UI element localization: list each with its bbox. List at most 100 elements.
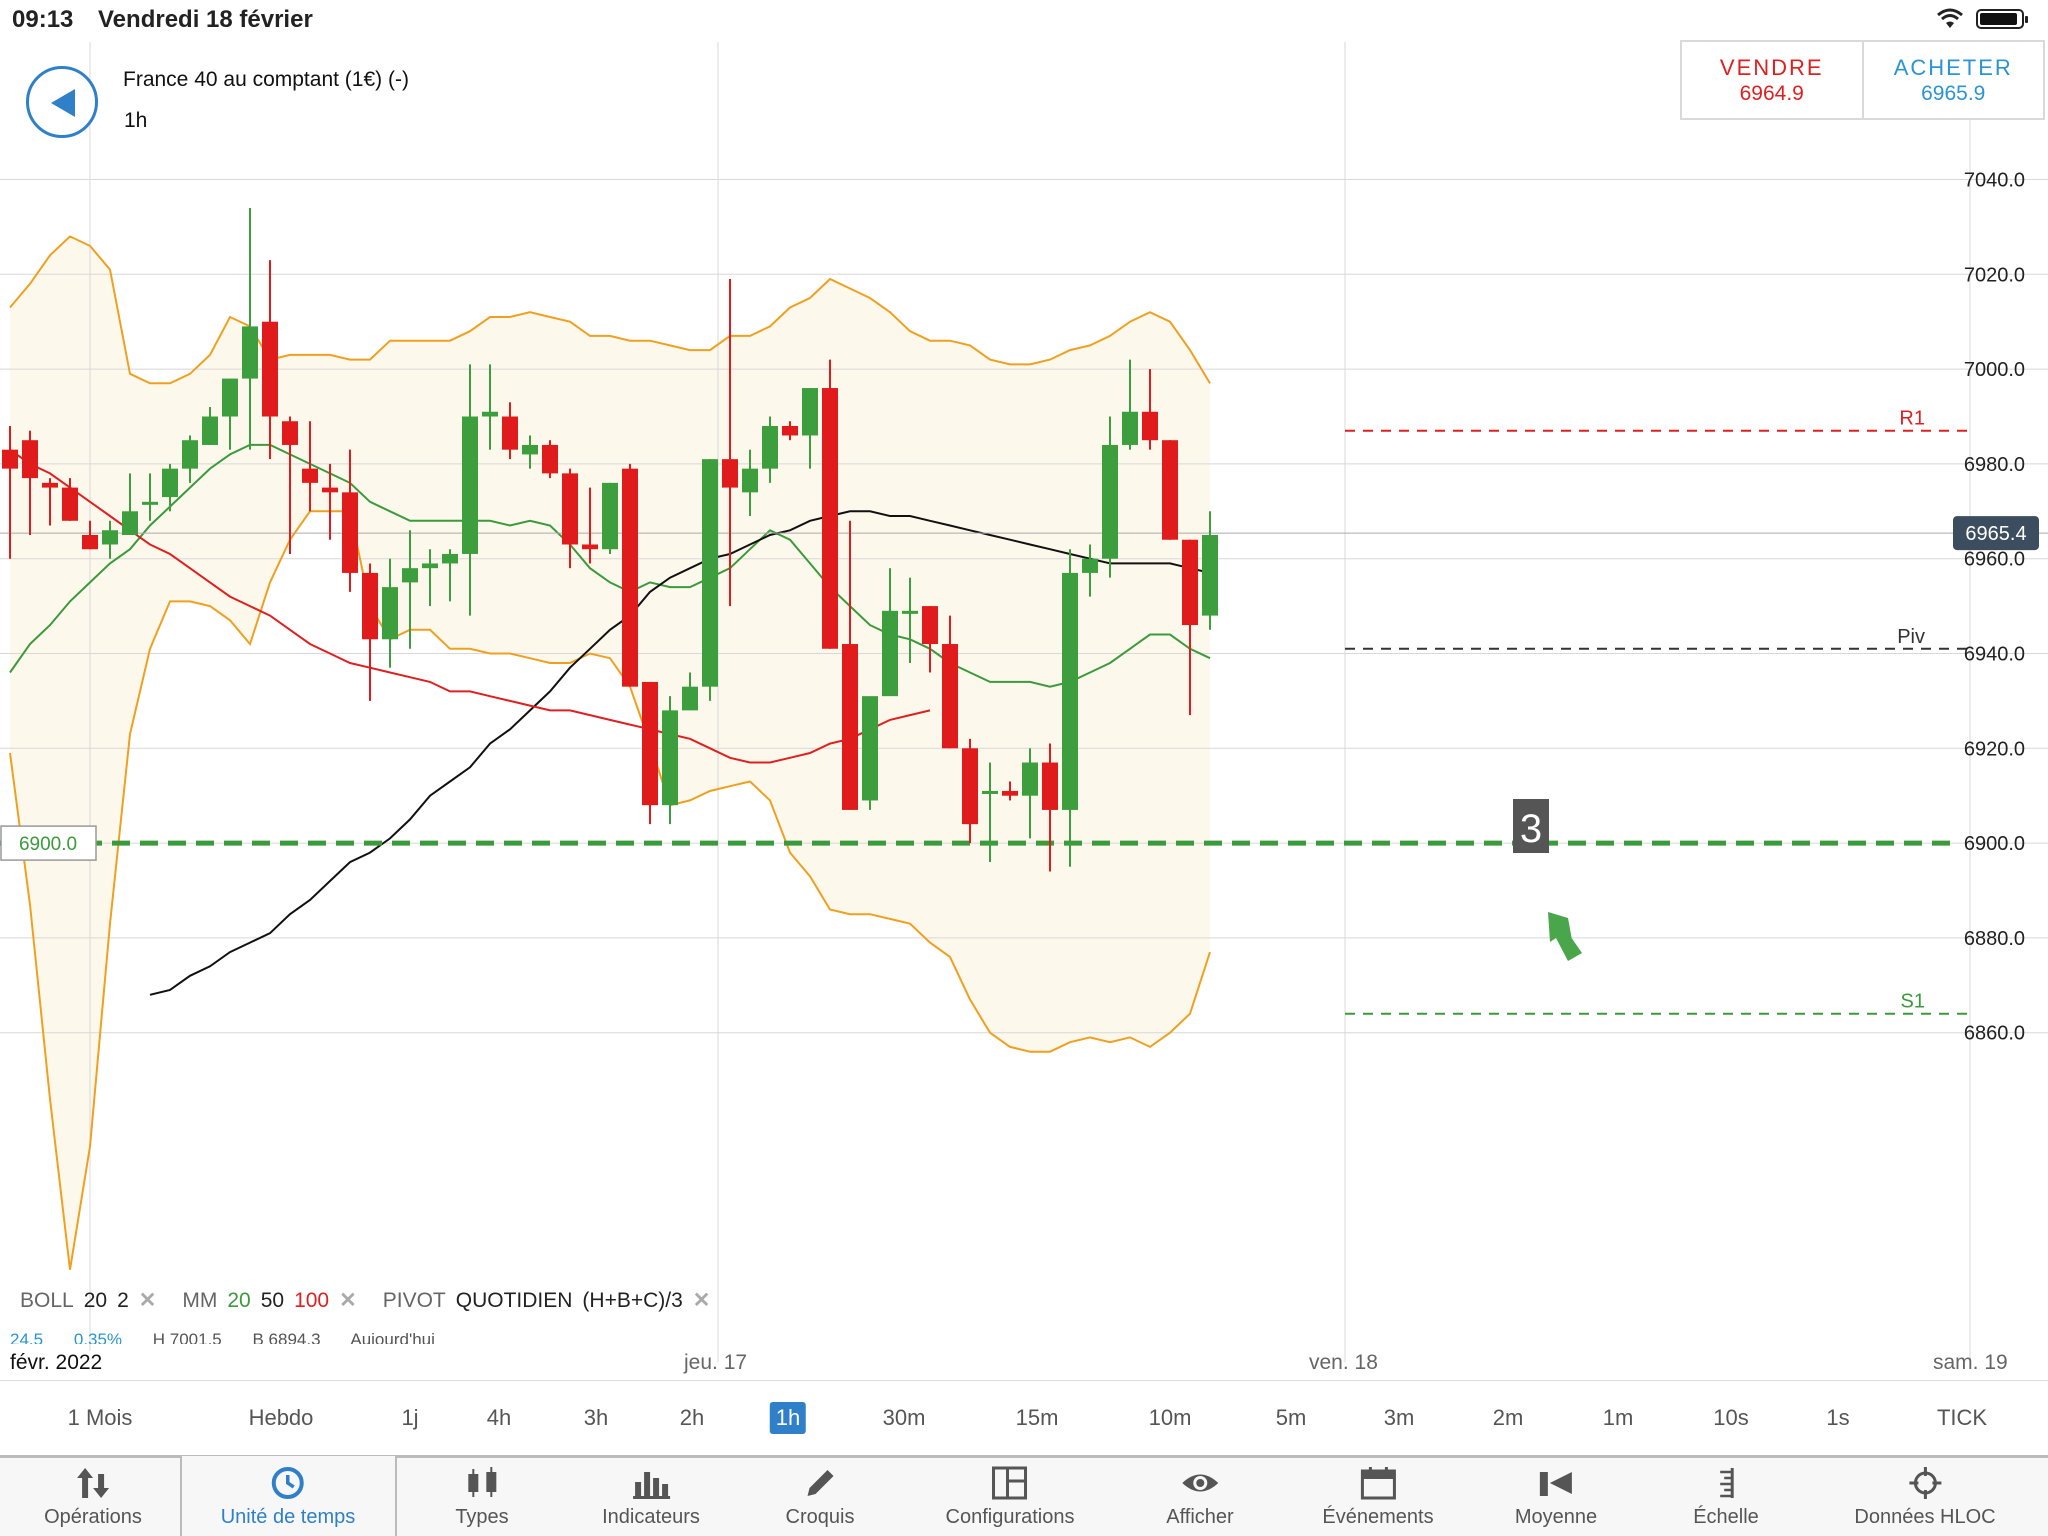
- candle-body: [42, 482, 58, 488]
- candle-body: [502, 416, 518, 450]
- candle-body: [602, 482, 618, 550]
- candle-body: [162, 468, 178, 498]
- price-chart[interactable]: R1 Piv S1 6900.0 3 7040.0 7020.0 7000.0 6980.0 69…: [0, 42, 2048, 1372]
- day-high: H 7001.5: [152, 1330, 222, 1344]
- boll-label[interactable]: BOLL: [20, 1288, 74, 1312]
- candle-body: [1102, 444, 1118, 559]
- candle-body: [82, 535, 98, 550]
- date-label-sam: sam. 19: [1933, 1351, 2008, 1374]
- candle-body: [322, 487, 338, 493]
- tf-1h[interactable]: 1h: [769, 1402, 807, 1434]
- tf-15m[interactable]: 15m: [1015, 1405, 1059, 1430]
- status-bar: 09:13 Vendredi 18 février: [0, 0, 2048, 40]
- candle-body: [302, 468, 318, 483]
- candle-body: [622, 468, 638, 687]
- pivot-label[interactable]: PIVOT: [382, 1288, 446, 1312]
- indicator-values: 24.5 0.35% H 7001.5 B 6894.3 Aujourd'hui: [10, 1330, 461, 1344]
- price-tick-label: 7040.0: [1964, 170, 2025, 192]
- candle-body: [1082, 558, 1098, 573]
- buy-price: 6965.9: [1921, 82, 1986, 105]
- arrow-up-icon: [1548, 912, 1582, 961]
- tab-indicateurs-label: Indicateurs: [602, 1506, 700, 1528]
- toolbar-border-right: [396, 1456, 2048, 1458]
- tf-3m[interactable]: 3m: [1383, 1405, 1415, 1430]
- instrument-name: France 40 au comptant (1€) (-): [123, 68, 409, 91]
- sell-price: 6964.9: [1739, 82, 1804, 105]
- tf-10s[interactable]: 10s: [1713, 1405, 1749, 1430]
- candle-body: [1162, 440, 1178, 540]
- tab-echelle-label: Échelle: [1693, 1506, 1759, 1528]
- sell-button[interactable]: VENDRE 6964.9: [1682, 42, 1862, 118]
- tab-configurations[interactable]: Configurations: [946, 1456, 1074, 1536]
- tf-1s[interactable]: 1s: [1826, 1405, 1850, 1430]
- mm-period-50: 50: [260, 1288, 285, 1312]
- candle-body: [822, 388, 838, 649]
- back-button[interactable]: [26, 66, 98, 138]
- tf-hebdo[interactable]: Hebdo: [248, 1405, 314, 1430]
- tab-evenements[interactable]: Événements: [1322, 1456, 1434, 1536]
- tf-tick[interactable]: TICK: [1936, 1405, 1988, 1430]
- tab-indicateurs[interactable]: Indicateurs: [602, 1456, 700, 1536]
- tab-afficher[interactable]: Afficher: [1166, 1456, 1234, 1536]
- layout-icon: [992, 1466, 1028, 1500]
- price-tick-label: 6960.0: [1964, 549, 2025, 571]
- tab-operations-label: Opérations: [44, 1506, 142, 1528]
- tf-3h[interactable]: 3h: [583, 1405, 609, 1430]
- tab-moyenne[interactable]: Moyenne: [1515, 1456, 1597, 1536]
- mm-label[interactable]: MM: [182, 1288, 218, 1312]
- price-tick-label: 7000.0: [1964, 359, 2025, 381]
- candle-body: [722, 459, 738, 488]
- tf-4h[interactable]: 4h: [486, 1405, 512, 1430]
- toolbar-divider-left: [180, 1456, 182, 1536]
- chart-svg[interactable]: R1 Piv S1 6900.0 3 7040.0 7020.0 7000.0 6980.0 69…: [0, 42, 2048, 1372]
- price-tick-label: 7020.0: [1964, 264, 2025, 286]
- tab-types[interactable]: Types: [455, 1456, 509, 1536]
- bollinger-upper-line: [9, 235, 1211, 385]
- today-label: Aujourd'hui: [350, 1330, 435, 1344]
- pivot-r1-label: R1: [1899, 408, 1925, 430]
- tf-1j[interactable]: 1j: [401, 1405, 419, 1430]
- buy-label: ACHETER: [1893, 55, 2013, 80]
- tab-donnees-hloc[interactable]: Données HLOC: [1854, 1456, 1996, 1536]
- remove-mm-icon[interactable]: ✕: [339, 1289, 357, 1312]
- tab-unite-de-temps[interactable]: Unité de temps: [220, 1456, 356, 1536]
- pivot-s1-label: S1: [1901, 991, 1925, 1013]
- marker-box: [1513, 799, 1549, 853]
- candle-body: [482, 411, 498, 417]
- remove-boll-icon[interactable]: ✕: [138, 1289, 157, 1312]
- tab-croquis[interactable]: Croquis: [786, 1456, 854, 1536]
- remove-pivot-icon[interactable]: ✕: [692, 1289, 711, 1312]
- tab-operations[interactable]: Opérations: [44, 1456, 142, 1536]
- candle-body: [422, 563, 438, 569]
- mm100-line: [9, 448, 931, 764]
- tf-1-mois[interactable]: 1 Mois: [67, 1405, 133, 1430]
- candle-body: [1182, 539, 1198, 626]
- date-start: févr. 2022: [10, 1351, 107, 1375]
- bottom-toolbar: Opérations Unité de temps Types Indicate…: [0, 1456, 2048, 1536]
- toolbar-border-left: [0, 1456, 181, 1458]
- tab-echelle[interactable]: Échelle: [1693, 1456, 1759, 1536]
- alert-level-box: [0, 825, 97, 861]
- tf-10m[interactable]: 10m: [1148, 1405, 1192, 1430]
- candle-body: [62, 487, 78, 521]
- candle-body: [802, 388, 818, 436]
- toolbar-divider-right: [395, 1456, 397, 1536]
- candle-body: [1142, 411, 1158, 441]
- candle-body: [1062, 572, 1078, 810]
- candle-body: [182, 440, 198, 469]
- tf-1m[interactable]: 1m: [1602, 1405, 1634, 1430]
- candle-body: [862, 696, 878, 801]
- candle-body: [902, 610, 918, 614]
- instrument-timeframe: 1h: [124, 109, 148, 132]
- triangle-left-icon: [51, 89, 75, 117]
- price-tick-label: 6880.0: [1964, 928, 2025, 950]
- tf-30m[interactable]: 30m: [882, 1405, 926, 1430]
- candle-body: [122, 511, 138, 535]
- tf-2m[interactable]: 2m: [1492, 1405, 1524, 1430]
- candle-body: [462, 416, 478, 554]
- candle-body: [1202, 535, 1218, 616]
- buy-button[interactable]: ACHETER 6965.9: [1861, 42, 2044, 118]
- tf-5m[interactable]: 5m: [1275, 1405, 1307, 1430]
- tab-unite-de-temps-label: Unité de temps: [220, 1506, 356, 1528]
- tf-2h[interactable]: 2h: [679, 1405, 705, 1430]
